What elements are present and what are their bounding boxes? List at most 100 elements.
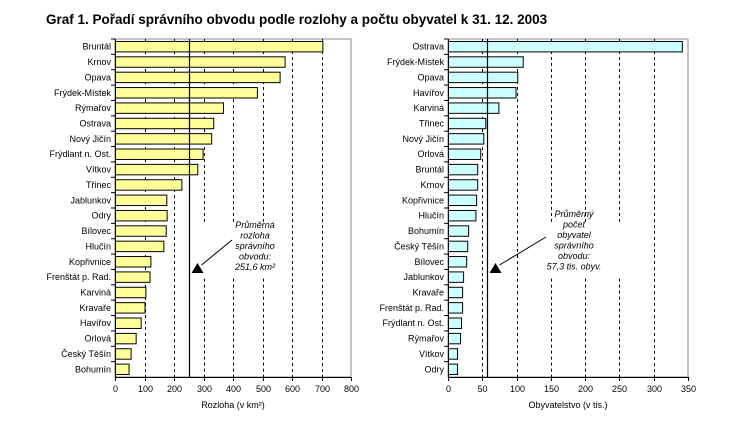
bar	[448, 225, 470, 237]
y-tick-label: Orlová	[417, 149, 444, 159]
bar	[115, 102, 224, 114]
y-tick-label: Orlová	[84, 334, 111, 344]
y-tick-label: Kopřivnice	[69, 257, 111, 267]
bar	[115, 256, 152, 268]
bar	[115, 133, 213, 145]
bar	[448, 117, 487, 130]
mean-annotation-line: správního	[235, 241, 275, 251]
bar	[448, 271, 465, 283]
x-tick-label: 800	[344, 384, 359, 394]
mean-annotation-line: počet	[562, 220, 586, 230]
x-tick-label: 400	[226, 384, 241, 394]
mean-annotation-line: obvodu:	[239, 252, 272, 262]
y-tick-label: Karviná	[80, 288, 111, 298]
y-tick-label: Ostrava	[412, 42, 444, 52]
x-tick-label: 700	[315, 384, 330, 394]
y-tick-label: Třinec	[86, 180, 112, 190]
y-tick-label: Opava	[84, 72, 111, 82]
chart-panel-1: 0 50 100 150 200 250 300 350 Ostrava Frýdek-Míste…	[379, 38, 696, 410]
y-tick-label: Bruntál	[415, 165, 444, 175]
x-tick-label: 250	[612, 384, 627, 394]
x-tick-label: 350	[681, 384, 696, 394]
bar	[448, 56, 524, 68]
y-tick-label: Odry	[91, 211, 111, 221]
x-tick-label: 100	[138, 384, 153, 394]
y-tick-label: Havířov	[413, 88, 445, 98]
x-tick-label: 0	[113, 384, 118, 394]
annotation-arrow	[499, 236, 547, 266]
bar	[448, 148, 482, 160]
y-tick-label: Karviná	[413, 103, 444, 113]
bar	[115, 317, 142, 329]
x-tick-label: 600	[285, 384, 300, 394]
y-tick-label: Hlučín	[418, 211, 444, 221]
bar	[448, 317, 463, 329]
y-tick-label: Bruntál	[82, 42, 111, 52]
x-tick-label: 100	[510, 384, 525, 394]
y-tick-label: Jablunkov	[403, 272, 444, 282]
triangle-marker-icon	[489, 263, 502, 273]
bar	[115, 332, 137, 345]
bar	[448, 302, 464, 314]
mean-annotation-line: rozloha	[240, 231, 270, 241]
bar	[115, 179, 183, 191]
y-tick-label: Bílovec	[414, 257, 444, 267]
bar	[115, 348, 132, 360]
bar	[448, 40, 683, 53]
y-tick-label: Frýdek-Místek	[54, 88, 112, 98]
x-tick-label: 200	[578, 384, 593, 394]
bar	[115, 87, 258, 99]
y-tick-label: Třinec	[419, 119, 445, 129]
y-tick-label: Rýmařov	[75, 103, 112, 113]
bar	[448, 286, 464, 299]
bar	[448, 71, 519, 84]
y-tick-label: Frýdlant n. Ost.	[49, 149, 111, 159]
bar	[115, 56, 286, 68]
mean-annotation-line: obyvatel	[557, 230, 592, 240]
bar	[115, 225, 167, 237]
mean-annotation-line: Průměrný	[554, 209, 594, 219]
y-tick-label: Nový Jičín	[69, 134, 111, 144]
x-tick-label: 300	[647, 384, 662, 394]
mean-annotation-line: 251,6 km²	[234, 262, 276, 272]
chart-title: Graf 1. Pořadí správního obvodu podle ro…	[46, 12, 548, 27]
bar	[448, 348, 459, 360]
mean-annotation-line: 57,3 tis. obyv.	[547, 262, 602, 272]
y-tick-label: Kravaře	[79, 303, 111, 313]
bar	[448, 240, 469, 253]
bar	[115, 209, 168, 222]
y-tick-label: Vítkov	[86, 165, 112, 175]
x-tick-label: 0	[446, 384, 451, 394]
x-axis-label: Rozloha (v km²)	[201, 400, 265, 410]
y-tick-label: Frenštát p. Rad.	[379, 303, 444, 313]
bar	[448, 256, 468, 268]
bar	[448, 194, 478, 207]
y-tick-label: Bohumín	[75, 364, 111, 374]
mean-annotation-line: Průměrná	[235, 220, 275, 230]
x-tick-label: 500	[256, 384, 271, 394]
bar	[448, 102, 500, 114]
bar	[448, 209, 477, 222]
bar	[448, 363, 459, 376]
bar	[115, 194, 168, 207]
y-tick-label: Bohumín	[408, 226, 444, 236]
y-tick-label: Nový Jičín	[402, 134, 444, 144]
x-tick-label: 50	[477, 384, 487, 394]
mean-annotation-line: obvodu:	[558, 251, 591, 261]
x-axis-label: Obyvatelstvo (v tis.)	[528, 400, 607, 410]
x-tick-label: 150	[544, 384, 559, 394]
bar	[115, 71, 281, 84]
y-tick-label: Jablunkov	[70, 195, 111, 205]
bar	[115, 148, 204, 160]
x-tick-label: 300	[197, 384, 212, 394]
y-tick-label: Krnov	[87, 57, 111, 67]
bar	[115, 271, 151, 283]
y-tick-label: Ostrava	[79, 119, 111, 129]
y-tick-label: Opava	[417, 72, 444, 82]
mean-annotation-line: správního	[554, 241, 594, 251]
chart-panel-0: 0 100 200 300 400 500 600 700 800 Bruntál Krnov Opa…	[46, 38, 359, 410]
triangle-marker-icon	[191, 263, 204, 273]
bar	[448, 163, 479, 176]
bar	[448, 87, 517, 99]
